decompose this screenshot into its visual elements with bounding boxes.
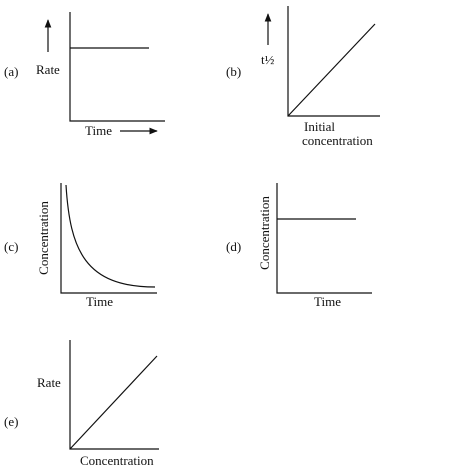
panel-e: (e) Rate Concentration (4, 340, 159, 468)
panel-label: (a) (4, 64, 18, 79)
plot-line (287, 23, 376, 117)
panel-label: (d) (226, 239, 241, 254)
x-label: Concentration (80, 453, 154, 468)
plot-line (69, 355, 158, 450)
panel-c: (c) Concentration Time (4, 183, 157, 309)
x-label: Time (314, 294, 341, 309)
axes (69, 12, 165, 122)
panel-a: (a) Rate Time (4, 12, 165, 138)
y-label: Concentration (36, 201, 51, 275)
panel-label: (c) (4, 239, 18, 254)
panel-label: (b) (226, 64, 241, 79)
axes (276, 183, 372, 294)
axes (60, 183, 157, 294)
y-label: Rate (37, 375, 61, 390)
y-label: Rate (36, 62, 60, 77)
panel-b: (b) t½ Initial concentration (226, 6, 380, 148)
x-label: Initial (304, 119, 335, 134)
panel-d: (d) Concentration Time (226, 183, 372, 309)
axes (69, 340, 159, 450)
x-label: Time (86, 294, 113, 309)
x-label: Time (85, 123, 112, 138)
plot-curve (65, 184, 156, 288)
y-label: t½ (261, 52, 275, 67)
axes (287, 6, 380, 117)
y-label: Concentration (257, 196, 272, 270)
panel-label: (e) (4, 414, 18, 429)
x-label: concentration (302, 133, 373, 148)
